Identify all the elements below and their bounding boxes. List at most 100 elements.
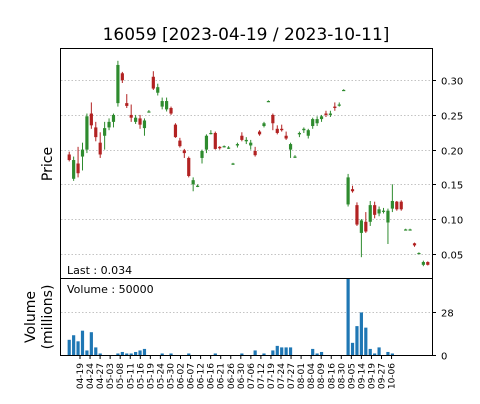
- candle: [257, 130, 262, 136]
- candle: [364, 212, 368, 233]
- candle: [368, 200, 372, 226]
- x-tick-label: 05-03: [106, 363, 116, 389]
- candle-body: [226, 147, 231, 149]
- x-tick-label: 06-02: [177, 363, 187, 389]
- candle-body: [271, 114, 275, 124]
- x-tick-label: 08-01: [297, 363, 307, 389]
- candle-body: [350, 189, 355, 192]
- candle: [408, 228, 412, 231]
- candle: [297, 131, 302, 138]
- candle: [417, 252, 421, 255]
- x-tick-label: 09-05: [347, 363, 357, 389]
- volume-bar: [315, 353, 319, 355]
- candle-body: [355, 205, 359, 225]
- candle-body: [328, 113, 332, 115]
- candles: [67, 60, 430, 267]
- x-tick-label: 05-08: [116, 363, 126, 389]
- candle-body: [169, 107, 173, 114]
- price-tick-label: 0.10: [441, 216, 463, 227]
- candle-body: [134, 117, 138, 122]
- x-tick-label: 09-27: [378, 363, 388, 389]
- candle: [395, 200, 399, 211]
- candle: [262, 121, 266, 128]
- volume-bar: [271, 350, 275, 355]
- candle: [373, 201, 377, 219]
- volume-bar: [187, 353, 191, 355]
- candle: [271, 113, 275, 131]
- candle: [381, 207, 386, 214]
- candle-body: [306, 130, 310, 136]
- candle-body: [249, 142, 253, 146]
- x-tick-label: 07-27: [287, 363, 297, 389]
- candle-body: [156, 87, 160, 93]
- candle-body: [297, 132, 302, 135]
- volume-panel-frame: [60, 278, 433, 356]
- candle: [226, 146, 231, 149]
- x-tick-label: 10-06: [388, 363, 398, 389]
- candle-body: [103, 128, 107, 136]
- candle: [390, 184, 394, 213]
- volume-bar: [125, 353, 129, 355]
- volume-bar: [284, 347, 288, 355]
- candle: [306, 128, 310, 139]
- x-tick-label: 07-24: [277, 363, 287, 389]
- candle: [266, 100, 271, 103]
- x-tick-label: 09-14: [357, 363, 367, 389]
- volume-tick-label: 0: [441, 352, 447, 363]
- candle: [173, 123, 178, 138]
- candle-body: [182, 150, 186, 154]
- volume-bar: [390, 353, 394, 355]
- volume-bar: [386, 351, 390, 355]
- volume-bars: [67, 279, 394, 355]
- candle-body: [111, 114, 116, 122]
- candle: [421, 260, 425, 267]
- candle: [76, 146, 80, 178]
- candle-body: [76, 163, 80, 174]
- candle-body: [67, 154, 71, 161]
- candle-body: [333, 106, 337, 108]
- candle: [151, 71, 155, 90]
- candle-body: [395, 201, 399, 210]
- volume-bar: [355, 326, 359, 355]
- volume-bar: [160, 353, 164, 355]
- x-tick-label: 07-06: [247, 363, 257, 389]
- candle: [72, 156, 76, 181]
- volume-bar: [240, 353, 244, 355]
- candle-body: [173, 124, 178, 138]
- candle: [249, 139, 253, 150]
- candle-body: [138, 118, 142, 125]
- volume-bar: [138, 350, 142, 355]
- candle-body: [293, 156, 297, 158]
- volume-bar: [89, 332, 93, 355]
- candle: [426, 261, 430, 266]
- volume-axis-label-line2: (millions): [40, 285, 56, 350]
- candle: [191, 177, 195, 192]
- candle-body: [191, 180, 195, 185]
- candle: [187, 156, 191, 178]
- candle: [324, 110, 328, 118]
- volume-bar: [98, 353, 102, 355]
- x-tick-label: 04-24: [86, 363, 96, 389]
- candle: [80, 142, 85, 171]
- volume-bar: [377, 347, 381, 355]
- volume-bar: [80, 330, 85, 355]
- volume-bar: [213, 353, 217, 355]
- candle: [165, 97, 169, 112]
- x-tick-label: 06-16: [207, 363, 217, 389]
- x-tick-label: 06-21: [217, 363, 227, 389]
- candle-body: [195, 185, 200, 187]
- candle: [120, 71, 124, 84]
- x-tick-label: 07-19: [267, 363, 277, 389]
- volume-bar: [364, 327, 368, 355]
- x-axis: 04-19 04-24 04-27 05-03 05-08 05-11 05-16 05-19…: [76, 355, 398, 389]
- candle: [293, 155, 297, 158]
- candle: [129, 104, 133, 122]
- candle: [231, 162, 235, 165]
- x-tick-label: 08-04: [307, 363, 317, 389]
- candle-body: [381, 210, 386, 212]
- candle: [404, 228, 408, 231]
- volume-bar: [85, 350, 89, 355]
- candle-body: [151, 76, 155, 89]
- volume-panel: 0 28 Volume (millions) Volume : 50000: [23, 278, 454, 363]
